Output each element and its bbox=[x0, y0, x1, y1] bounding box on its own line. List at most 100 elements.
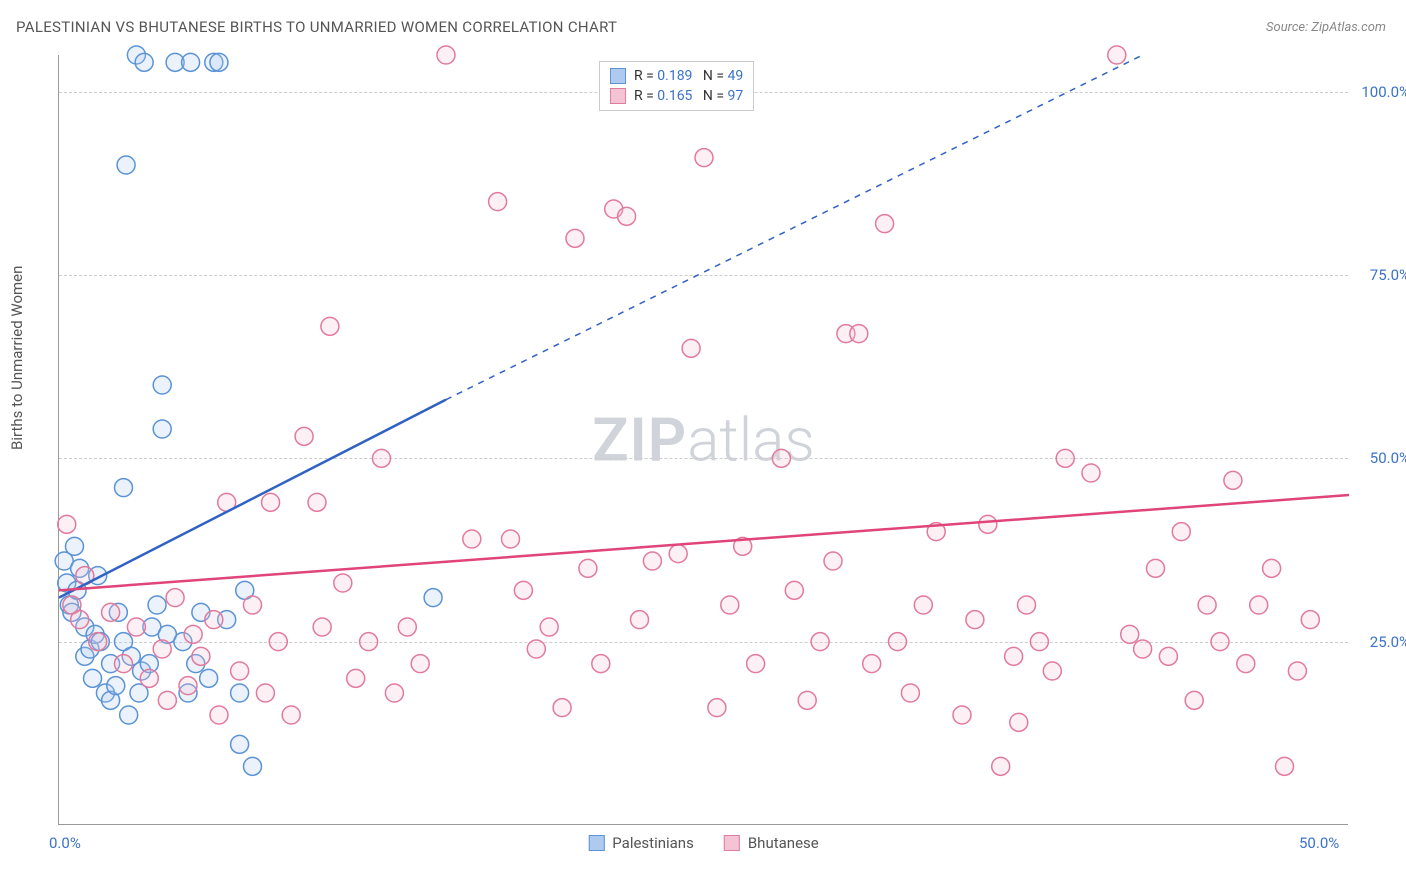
data-point bbox=[158, 691, 176, 709]
y-tick-label: 50.0% bbox=[1370, 449, 1406, 467]
data-point bbox=[1172, 523, 1190, 541]
data-point bbox=[256, 684, 274, 702]
data-point bbox=[282, 706, 300, 724]
data-point bbox=[708, 699, 726, 717]
data-point bbox=[334, 574, 352, 592]
data-point bbox=[200, 669, 218, 687]
chart-canvas bbox=[59, 55, 1348, 824]
data-point bbox=[1010, 713, 1028, 731]
data-point bbox=[231, 735, 249, 753]
data-point bbox=[914, 596, 932, 614]
data-point bbox=[798, 691, 816, 709]
data-point bbox=[747, 655, 765, 673]
data-point bbox=[669, 545, 687, 563]
data-point bbox=[889, 633, 907, 651]
data-point bbox=[398, 618, 416, 636]
legend-item: Palestinians bbox=[588, 834, 694, 852]
data-point bbox=[437, 46, 455, 64]
legend-stats: R = 0.189 N = 49 bbox=[634, 68, 743, 84]
data-point bbox=[682, 339, 700, 357]
data-point bbox=[148, 596, 166, 614]
data-point bbox=[579, 559, 597, 577]
plot-area: ZIPatlas 25.0%50.0%75.0%100.0% R = 0.189… bbox=[58, 55, 1348, 825]
data-point bbox=[71, 611, 89, 629]
data-point bbox=[1082, 464, 1100, 482]
data-point bbox=[1211, 633, 1229, 651]
data-point bbox=[321, 317, 339, 335]
data-point bbox=[192, 647, 210, 665]
data-point bbox=[115, 479, 133, 497]
data-point bbox=[1030, 633, 1048, 651]
data-point bbox=[65, 537, 83, 555]
data-point bbox=[182, 53, 200, 71]
data-point bbox=[876, 215, 894, 233]
data-point bbox=[489, 193, 507, 211]
data-point bbox=[1276, 757, 1294, 775]
data-point bbox=[785, 581, 803, 599]
data-point bbox=[58, 515, 76, 533]
data-point bbox=[527, 640, 545, 658]
data-point bbox=[966, 611, 984, 629]
data-point bbox=[117, 156, 135, 174]
legend-swatch bbox=[610, 68, 626, 84]
data-point bbox=[184, 625, 202, 643]
legend-row: R = 0.189 N = 49 bbox=[610, 66, 743, 86]
data-point bbox=[1043, 662, 1061, 680]
data-point bbox=[811, 633, 829, 651]
data-point bbox=[540, 618, 558, 636]
data-point bbox=[721, 596, 739, 614]
legend-swatch bbox=[724, 835, 740, 851]
data-point bbox=[385, 684, 403, 702]
data-point bbox=[127, 618, 145, 636]
correlation-legend: R = 0.189 N = 49 R = 0.165 N = 97 bbox=[599, 61, 754, 111]
data-point bbox=[1159, 647, 1177, 665]
data-point bbox=[1288, 662, 1306, 680]
data-point bbox=[1224, 471, 1242, 489]
data-point bbox=[135, 53, 153, 71]
data-point bbox=[1005, 647, 1023, 665]
x-tick-label: 50.0% bbox=[1299, 834, 1339, 852]
data-point bbox=[502, 530, 520, 548]
series-legend: Palestinians Bhutanese bbox=[588, 834, 818, 852]
data-point bbox=[373, 449, 391, 467]
data-point bbox=[424, 589, 442, 607]
legend-label: Bhutanese bbox=[748, 834, 819, 852]
data-point bbox=[102, 603, 120, 621]
data-point bbox=[643, 552, 661, 570]
legend-row: R = 0.165 N = 97 bbox=[610, 86, 743, 106]
data-point bbox=[992, 757, 1010, 775]
data-point bbox=[1108, 46, 1126, 64]
data-point bbox=[210, 706, 228, 724]
legend-item: Bhutanese bbox=[724, 834, 819, 852]
x-tick-label: 0.0% bbox=[49, 834, 81, 852]
data-point bbox=[140, 669, 158, 687]
chart-title: PALESTINIAN VS BHUTANESE BIRTHS TO UNMAR… bbox=[16, 18, 617, 36]
data-point bbox=[1237, 655, 1255, 673]
data-point bbox=[566, 229, 584, 247]
legend-stats: R = 0.165 N = 97 bbox=[634, 88, 743, 104]
data-point bbox=[553, 699, 571, 717]
data-point bbox=[166, 589, 184, 607]
data-point bbox=[592, 655, 610, 673]
data-point bbox=[1301, 611, 1319, 629]
data-point bbox=[210, 53, 228, 71]
data-point bbox=[850, 325, 868, 343]
data-point bbox=[863, 655, 881, 673]
data-point bbox=[120, 706, 138, 724]
legend-swatch bbox=[610, 88, 626, 104]
data-point bbox=[107, 677, 125, 695]
data-point bbox=[84, 669, 102, 687]
source-attribution: Source: ZipAtlas.com bbox=[1266, 20, 1386, 35]
y-tick-label: 75.0% bbox=[1370, 266, 1406, 284]
legend-swatch bbox=[588, 835, 604, 851]
data-point bbox=[262, 493, 280, 511]
data-point bbox=[979, 515, 997, 533]
data-point bbox=[953, 706, 971, 724]
data-point bbox=[244, 596, 262, 614]
data-point bbox=[772, 449, 790, 467]
data-point bbox=[115, 655, 133, 673]
data-point bbox=[463, 530, 481, 548]
data-point bbox=[1018, 596, 1036, 614]
data-point bbox=[1185, 691, 1203, 709]
data-point bbox=[89, 633, 107, 651]
